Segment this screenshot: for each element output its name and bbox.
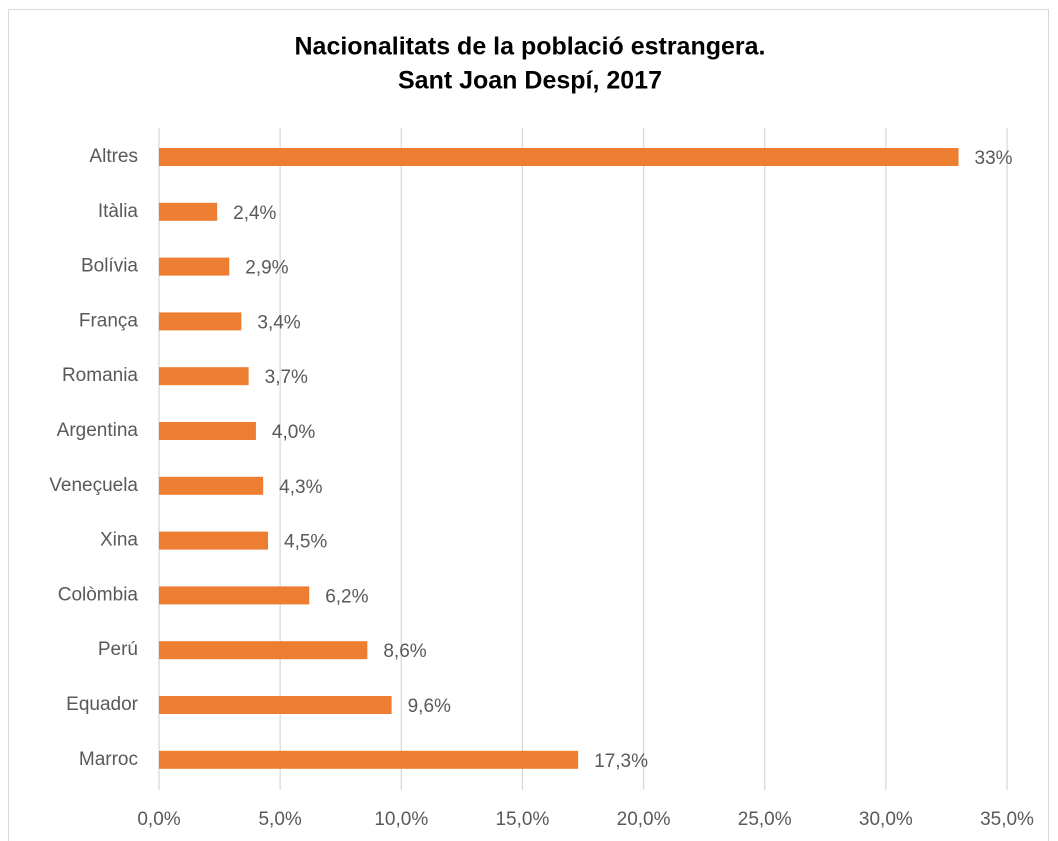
chart-title: Nacionalitats de la població estrangera. bbox=[295, 33, 766, 61]
bar bbox=[159, 750, 579, 769]
y-tick-label: Argentina bbox=[57, 420, 139, 441]
x-tick-label: 30,0% bbox=[859, 809, 913, 830]
bar bbox=[159, 202, 218, 221]
x-tick-label: 20,0% bbox=[617, 809, 671, 830]
y-tick-label: Colòmbia bbox=[58, 584, 139, 605]
y-tick-label: Xina bbox=[100, 530, 138, 551]
bar bbox=[159, 586, 310, 605]
x-tick-label: 0,0% bbox=[137, 809, 180, 830]
bar bbox=[159, 696, 392, 714]
y-tick-label: Veneçuela bbox=[49, 475, 138, 496]
data-label: 4,3% bbox=[279, 477, 322, 498]
y-tick-label: França bbox=[79, 310, 139, 331]
x-tick-label: 35,0% bbox=[980, 809, 1034, 830]
bar bbox=[159, 641, 368, 660]
x-tick-label: 10,0% bbox=[374, 809, 428, 830]
bar bbox=[159, 312, 242, 331]
bar bbox=[159, 422, 256, 440]
y-tick-label: Itàlia bbox=[98, 201, 139, 222]
data-label: 6,2% bbox=[325, 586, 368, 607]
data-label: 2,4% bbox=[233, 203, 276, 224]
x-tick-label: 25,0% bbox=[738, 809, 792, 830]
data-label: 4,5% bbox=[284, 532, 327, 553]
x-tick-label: 15,0% bbox=[495, 809, 549, 830]
data-label: 4,0% bbox=[272, 422, 315, 443]
data-label: 17,3% bbox=[594, 751, 648, 772]
y-tick-label: Marroc bbox=[79, 749, 138, 770]
data-label: 33% bbox=[975, 148, 1013, 169]
y-tick-label: Bolívia bbox=[81, 256, 138, 277]
data-label: 3,7% bbox=[265, 367, 308, 388]
bar bbox=[159, 531, 269, 550]
chart-title: Sant Joan Despí, 2017 bbox=[398, 67, 662, 95]
bar bbox=[159, 257, 230, 276]
bar bbox=[159, 367, 249, 386]
bar bbox=[159, 148, 959, 166]
y-tick-label: Romania bbox=[62, 365, 138, 386]
data-label: 9,6% bbox=[408, 696, 451, 717]
x-tick-label: 5,0% bbox=[258, 809, 301, 830]
y-tick-label: Perú bbox=[98, 639, 138, 660]
y-tick-label: Equador bbox=[66, 694, 139, 715]
data-label: 3,4% bbox=[257, 312, 300, 333]
data-label: 2,9% bbox=[245, 258, 288, 279]
bar bbox=[159, 476, 264, 495]
y-tick-label: Altres bbox=[89, 146, 138, 167]
data-label: 8,6% bbox=[383, 641, 426, 662]
